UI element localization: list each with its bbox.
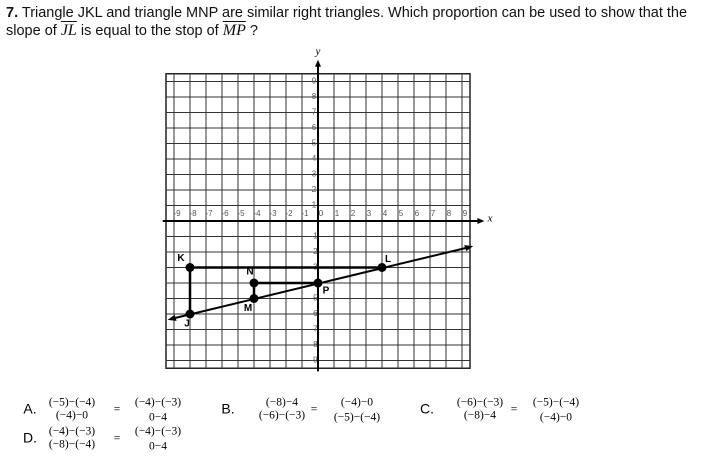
- option-letter: A.: [23, 401, 36, 417]
- y-tick-label: -1: [310, 232, 318, 241]
- point-label: L: [385, 254, 391, 265]
- y-tick-label: 2: [312, 185, 317, 194]
- x-tick-label: -1: [301, 209, 309, 218]
- equals: =: [511, 404, 518, 416]
- equals: =: [114, 404, 121, 416]
- point-label: M: [244, 303, 252, 314]
- denominator: (−4)−0: [540, 412, 572, 424]
- arrow: [167, 314, 177, 321]
- segment: MP: [222, 22, 246, 39]
- question-text: slope of: [6, 23, 57, 39]
- denominator: (−6)−(−3): [259, 410, 305, 422]
- x-tick-label: 5: [399, 209, 404, 218]
- denominator: (−5)−(−4): [334, 412, 380, 424]
- numerator: (−5)−(−4): [533, 397, 579, 409]
- axis-label: x: [487, 213, 493, 225]
- denominator: (−8)−4: [464, 410, 496, 422]
- x-tick-label: -3: [269, 209, 277, 218]
- y-tick-label: -7: [310, 325, 318, 334]
- numerator: (−5)−(−4): [49, 397, 95, 409]
- y-tick-label: 4: [312, 154, 317, 163]
- point-label: K: [177, 253, 185, 264]
- x-tick-label: 2: [351, 209, 356, 218]
- x-tick-label: 0: [319, 209, 324, 218]
- y-tick-label: 5: [312, 139, 317, 148]
- point: [249, 278, 259, 288]
- point: [185, 263, 195, 272]
- numerator: (−4)−(−3): [49, 426, 95, 438]
- y-tick-label: 3: [312, 170, 317, 179]
- x-tick-label: 9: [463, 209, 468, 218]
- x-tick-label: 4: [383, 209, 388, 218]
- y-tick-label: 7: [312, 108, 317, 117]
- arrow: [477, 218, 485, 224]
- numerator: (−8)−4: [266, 397, 298, 409]
- denominator: (−8)−(−4): [49, 439, 95, 451]
- numerator: (−4)−(−3): [135, 397, 181, 409]
- option-letter: C.: [420, 401, 434, 417]
- option-letter: B.: [221, 401, 234, 417]
- question-text: ?: [249, 23, 258, 39]
- y-tick-label: -8: [310, 340, 318, 349]
- option-letter: D.: [23, 430, 37, 446]
- x-tick-label: -5: [237, 209, 245, 218]
- y-tick-label: 1: [312, 201, 317, 210]
- denominator: 0−4: [149, 441, 167, 453]
- x-tick-label: -2: [285, 209, 293, 218]
- point-label: N: [246, 267, 253, 278]
- question: 7. Triangle JKL and triangle MNP are sim…: [6, 4, 701, 40]
- point: [377, 263, 387, 272]
- denominator: 0−4: [149, 412, 167, 424]
- segment: JL: [60, 22, 77, 39]
- x-tick-label: 1: [335, 209, 340, 218]
- arrow: [315, 59, 321, 67]
- point-label: P: [323, 286, 330, 297]
- equals: =: [311, 404, 318, 416]
- point-label: J: [184, 319, 190, 330]
- x-tick-label: 3: [367, 209, 372, 218]
- numerator: (−4)−(−3): [135, 426, 181, 438]
- question-number: 7.: [6, 5, 19, 21]
- x-tick-label: 6: [415, 209, 420, 218]
- numerator: (−4)−0: [341, 397, 373, 409]
- x-tick-label: 8: [447, 209, 452, 218]
- y-tick-label: 9: [312, 77, 317, 86]
- x-tick-label: -8: [189, 209, 197, 218]
- y-tick-label: -5: [310, 294, 318, 303]
- arrow: [464, 245, 474, 252]
- y-tick-label: 8: [312, 92, 317, 101]
- x-tick-label: -9: [173, 209, 181, 218]
- x-tick-label: -7: [205, 209, 213, 218]
- x-tick-label: -6: [221, 209, 229, 218]
- y-tick-label: -9: [310, 356, 318, 365]
- equals: =: [114, 433, 121, 445]
- denominator: (−4)−0: [56, 410, 88, 422]
- point: [185, 309, 195, 319]
- point: [313, 278, 323, 288]
- axis-label: y: [315, 46, 321, 58]
- numerator: (−6)−(−3): [457, 397, 503, 409]
- question-text: is equal to the stop of: [80, 23, 219, 39]
- point: [249, 294, 259, 303]
- question-text: Triangle JKL and triangle MNP are simila…: [21, 5, 688, 21]
- y-tick-label: -2: [310, 247, 318, 256]
- x-tick-label: -4: [253, 209, 261, 218]
- y-tick-label: -6: [310, 309, 318, 318]
- y-tick-label: 6: [312, 123, 317, 132]
- x-tick-label: 7: [431, 209, 436, 218]
